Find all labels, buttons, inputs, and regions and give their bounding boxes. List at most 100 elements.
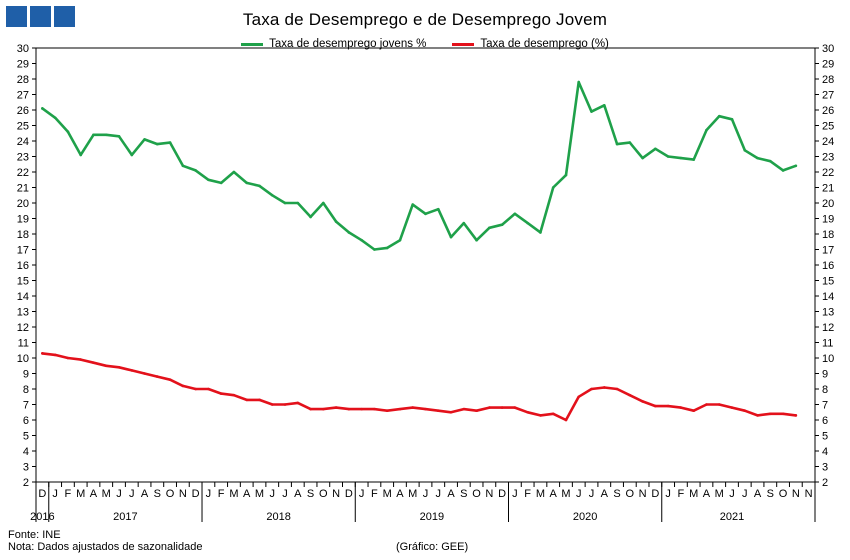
y-tick-label-left: 15 <box>17 276 29 288</box>
y-tick-label-left: 2 <box>23 477 29 489</box>
data-point-0 <box>347 231 351 234</box>
y-tick-label-right: 9 <box>822 369 828 381</box>
y-tick-label-right: 26 <box>822 105 834 117</box>
data-point-0 <box>692 158 695 161</box>
x-tick-label: N <box>805 488 813 500</box>
data-point-1 <box>143 372 146 375</box>
data-point-1 <box>628 393 632 397</box>
legend-item-total: Taxa de desemprego (%) <box>452 38 609 50</box>
data-point-0 <box>641 156 644 160</box>
y-tick-label-right: 29 <box>822 59 834 71</box>
data-point-1 <box>258 398 261 402</box>
data-point-1 <box>513 406 517 409</box>
legend-item-youth: Taxa de desemprego jovens % <box>241 38 426 50</box>
data-point-0 <box>577 80 581 84</box>
data-point-1 <box>602 386 606 389</box>
y-tick-label-right: 16 <box>822 260 834 272</box>
y-tick-label-left: 18 <box>17 229 29 241</box>
x-tick-label: A <box>396 488 404 500</box>
logo-square <box>54 6 75 27</box>
y-tick-label-left: 4 <box>23 446 29 458</box>
y-tick-label-right: 22 <box>822 167 834 179</box>
x-tick-label: J <box>512 488 518 500</box>
data-point-0 <box>436 207 440 211</box>
x-tick-label: D <box>345 488 353 500</box>
y-tick-label-right: 10 <box>822 353 834 365</box>
x-tick-label: O <box>166 488 175 500</box>
data-point-1 <box>769 412 772 416</box>
data-point-1 <box>334 406 338 409</box>
adjustment-note: Nota: Dados ajustados de sazonalidade <box>8 541 203 553</box>
y-tick-label-right: 17 <box>822 245 834 257</box>
data-point-0 <box>590 110 593 113</box>
y-tick-label-right: 20 <box>822 198 834 210</box>
x-tick-label: M <box>76 488 85 500</box>
y-tick-label-left: 21 <box>17 183 29 195</box>
data-point-1 <box>232 393 236 397</box>
x-tick-label: N <box>179 488 187 500</box>
y-tick-label-right: 24 <box>822 136 834 148</box>
data-point-0 <box>79 153 82 157</box>
data-point-1 <box>705 403 708 406</box>
y-tick-label-left: 30 <box>17 43 29 55</box>
data-point-0 <box>130 153 134 157</box>
year-label: 2017 <box>113 511 137 523</box>
y-tick-label-right: 30 <box>822 43 834 55</box>
legend-swatch-total <box>452 42 475 46</box>
y-tick-label-left: 9 <box>23 369 29 381</box>
data-point-1 <box>360 407 363 411</box>
source-note: Fonte: INE <box>8 529 61 541</box>
y-tick-label-left: 7 <box>23 400 29 412</box>
x-tick-label: S <box>613 488 620 500</box>
data-point-1 <box>730 406 734 409</box>
data-point-0 <box>424 212 427 216</box>
chart-legend: Taxa de desemprego jovens % Taxa de dese… <box>0 38 850 50</box>
data-point-0 <box>245 181 249 185</box>
x-tick-label: J <box>423 488 429 500</box>
x-tick-label: A <box>294 488 302 500</box>
data-point-0 <box>666 155 670 158</box>
data-point-1 <box>577 395 581 399</box>
x-tick-label: A <box>550 488 558 500</box>
data-point-1 <box>130 369 134 372</box>
y-tick-label-right: 18 <box>822 229 834 241</box>
data-point-0 <box>654 147 657 151</box>
y-tick-label-right: 12 <box>822 322 834 334</box>
x-tick-label: M <box>255 488 264 500</box>
data-point-0 <box>143 138 146 141</box>
data-point-1 <box>679 406 683 409</box>
data-point-0 <box>462 221 466 225</box>
data-point-1 <box>156 375 159 378</box>
x-tick-label: D <box>192 488 200 500</box>
data-point-0 <box>309 215 312 219</box>
y-tick-label-right: 28 <box>822 74 834 86</box>
data-point-0 <box>53 116 57 120</box>
data-point-1 <box>424 407 427 411</box>
data-point-1 <box>373 407 376 411</box>
y-tick-label-right: 13 <box>822 307 834 319</box>
x-tick-label: D <box>498 488 506 500</box>
x-tick-label: M <box>102 488 111 500</box>
x-tick-label: S <box>460 488 467 500</box>
data-point-1 <box>322 407 325 411</box>
data-point-0 <box>564 173 568 177</box>
y-tick-label-left: 17 <box>17 245 29 257</box>
data-point-1 <box>781 412 785 416</box>
data-point-0 <box>500 223 504 226</box>
data-point-0 <box>117 135 121 138</box>
data-point-0 <box>168 141 172 144</box>
data-point-1 <box>398 407 402 411</box>
y-tick-label-left: 14 <box>17 291 29 303</box>
y-tick-label-left: 25 <box>17 121 29 133</box>
data-point-1 <box>117 366 121 369</box>
data-point-0 <box>296 201 300 205</box>
x-tick-label: A <box>601 488 609 500</box>
data-point-1 <box>462 407 466 411</box>
x-tick-label: J <box>589 488 595 500</box>
data-point-0 <box>794 164 798 168</box>
data-point-1 <box>539 414 542 417</box>
x-tick-label: J <box>270 488 276 500</box>
y-tick-label-left: 24 <box>17 136 29 148</box>
data-point-1 <box>756 414 759 417</box>
data-point-1 <box>194 387 197 391</box>
